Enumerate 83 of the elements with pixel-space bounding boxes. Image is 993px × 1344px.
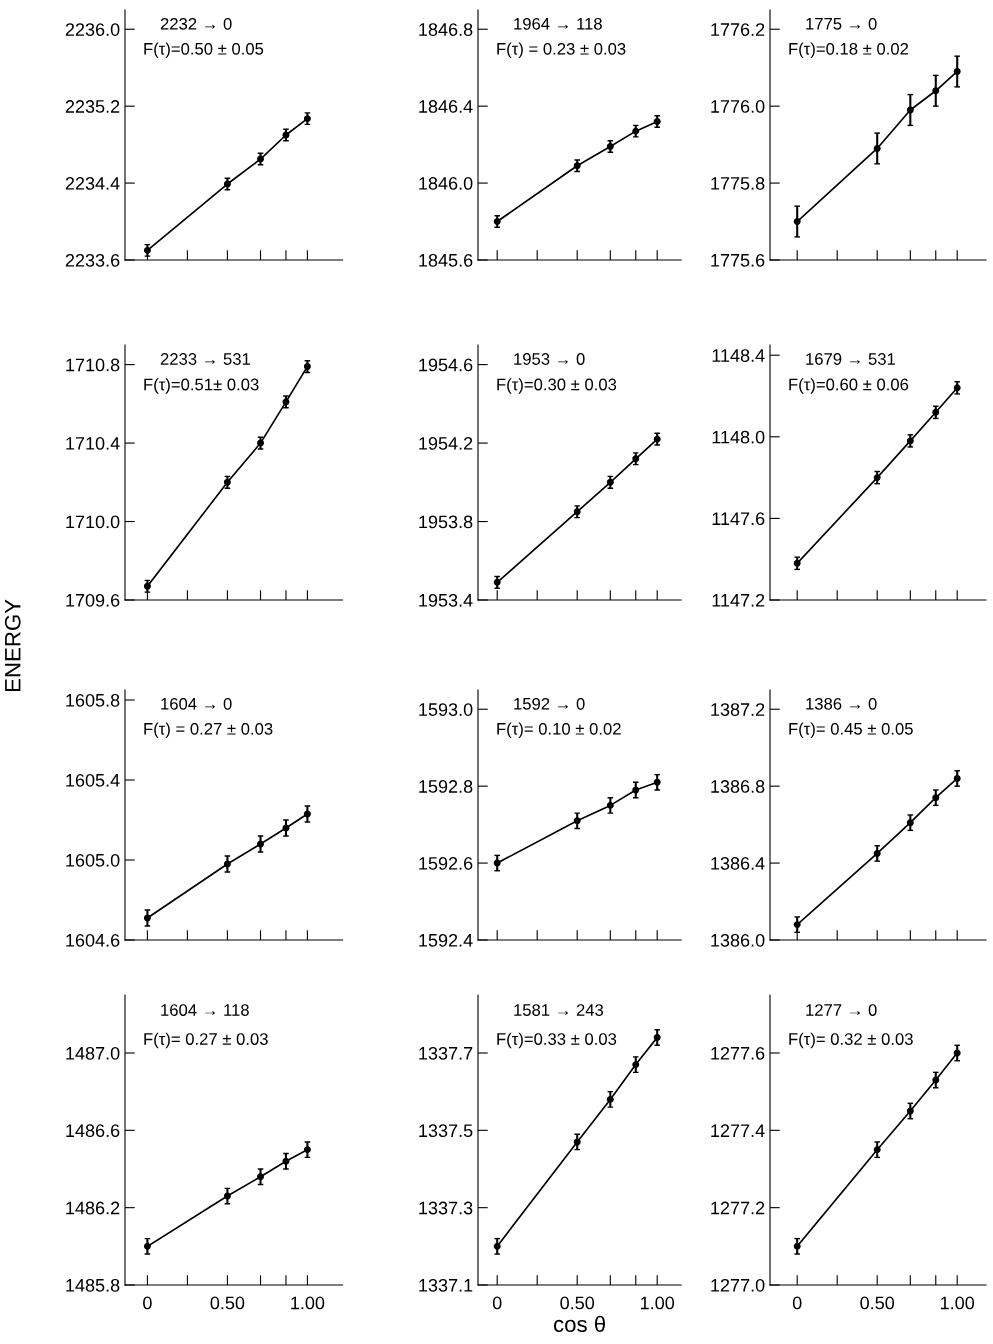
chart-title: 1386 → 0 [806,697,877,710]
y-tick-label: 2234.4 [65,177,120,190]
y-tick-label: 1337.7 [419,1046,473,1060]
text: F(τ)=0.50 ± 0.05 [144,42,264,59]
text: F(τ)=0.18 ± 0.02 [789,42,909,59]
y-tick-label: 1953.8 [419,515,473,529]
x-tick-label: 1.00 [641,1296,675,1310]
y-tick-label: 1710.8 [66,358,120,372]
x-axis-title: cos θ [553,1315,606,1333]
chart-title: 1604 → 0 [161,697,232,710]
x-tick-label: 1.00 [941,1296,975,1310]
y-tick-label: 1605.8 [66,693,120,707]
chart-title: 1277 → 0 [806,1004,877,1016]
y-tick-label: 1147.2 [712,593,765,607]
text: F(τ)=0.60 ± 0.06 [789,378,909,394]
x-tick-label: 0.50 [860,1296,895,1310]
x-tick-label: 0 [143,1296,152,1310]
y-tick-label: 1147.6 [712,512,765,526]
y-tick-label: 1277.4 [711,1124,765,1137]
chart-title: 1775 → 0 [806,17,877,30]
y-tick-label: 1846.0 [419,177,473,190]
y-tick-label: 1337.5 [419,1124,473,1138]
y-tick-label: 2235.2 [65,100,120,113]
x-tick-label: 1.00 [291,1296,325,1310]
chart-title: 1964 → 118 [514,17,602,30]
y-tick-label: 1486.6 [66,1124,120,1138]
text: F(τ)= 0.27 ± 0.03 [144,1032,268,1049]
text: F(τ)=0.51± 0.03 [144,378,259,394]
chart-title: 1953 → 0 [514,353,585,365]
y-tick-label: 1593.0 [419,703,473,716]
y-tick-label: 1387.2 [711,703,765,716]
y-axis-title: ENERGY [4,599,21,691]
y-tick-label: 1845.6 [419,253,473,267]
y-tick-label: 1776.2 [711,23,765,36]
chart-title: 2232 → 0 [160,17,232,30]
y-tick-label: 1846.8 [419,23,473,36]
y-tick-label: 1604.6 [66,933,120,947]
y-tick-label: 1337.1 [419,1278,473,1292]
y-tick-label: 1277.2 [711,1201,765,1215]
y-tick-label: 1386.8 [711,780,765,793]
y-tick-label: 1148.4 [712,349,765,362]
y-tick-label: 1386.0 [711,933,765,947]
chart-title: 1592 → 0 [514,697,585,710]
y-tick-label: 1954.2 [419,437,473,450]
x-tick-label: 0.50 [560,1296,595,1310]
text: F(τ)=0.33 ± 0.03 [497,1032,617,1049]
y-tick-label: 1592.8 [419,780,473,793]
y-tick-label: 1486.2 [66,1201,120,1215]
x-tick-label: 0 [792,1296,802,1310]
text: F(τ)= 0.45 ± 0.05 [789,722,913,739]
y-tick-label: 1846.4 [419,100,473,113]
y-tick-label: 1277.6 [711,1046,765,1060]
text: F(τ)= 0.10 ± 0.02 [497,722,621,739]
y-tick-label: 1592.4 [419,933,473,947]
x-tick-label: 0.50 [210,1296,245,1310]
y-tick-label: 1386.4 [711,857,765,870]
text: F(τ)=0.30 ± 0.03 [497,378,617,394]
y-tick-label: 1277.0 [711,1278,765,1292]
y-tick-label: 1487.0 [66,1046,120,1060]
y-tick-label: 2233.6 [65,253,120,267]
y-tick-label: 1485.8 [66,1278,120,1292]
text: F(τ) = 0.27 ± 0.03 [144,722,273,739]
chart-title: 1679 → 531 [806,353,895,365]
chart-title: 1604 → 118 [161,1004,249,1016]
x-tick-label: 0 [492,1296,502,1310]
y-tick-label: 1775.6 [711,253,765,267]
y-tick-label: 1710.0 [66,515,120,529]
y-tick-label: 1605.4 [66,773,120,787]
chart-title: 2233 → 531 [160,353,250,365]
y-tick-label: 1953.4 [419,593,473,607]
y-tick-label: 1776.0 [711,100,765,113]
y-tick-label: 1710.4 [66,437,120,450]
y-tick-label: 1775.8 [711,177,765,190]
y-tick-label: 1592.6 [419,857,473,870]
y-tick-label: 2236.0 [65,23,120,36]
y-tick-label: 1337.3 [419,1201,473,1215]
y-tick-label: 1709.6 [66,593,120,607]
y-tick-label: 1148.0 [712,430,765,444]
text: F(τ) = 0.23 ± 0.03 [497,42,626,59]
chart-title: 1581 → 243 [514,1004,604,1016]
y-tick-label: 1605.0 [66,853,120,867]
y-tick-label: 1954.6 [419,358,473,372]
text: F(τ)= 0.32 ± 0.03 [789,1032,913,1049]
